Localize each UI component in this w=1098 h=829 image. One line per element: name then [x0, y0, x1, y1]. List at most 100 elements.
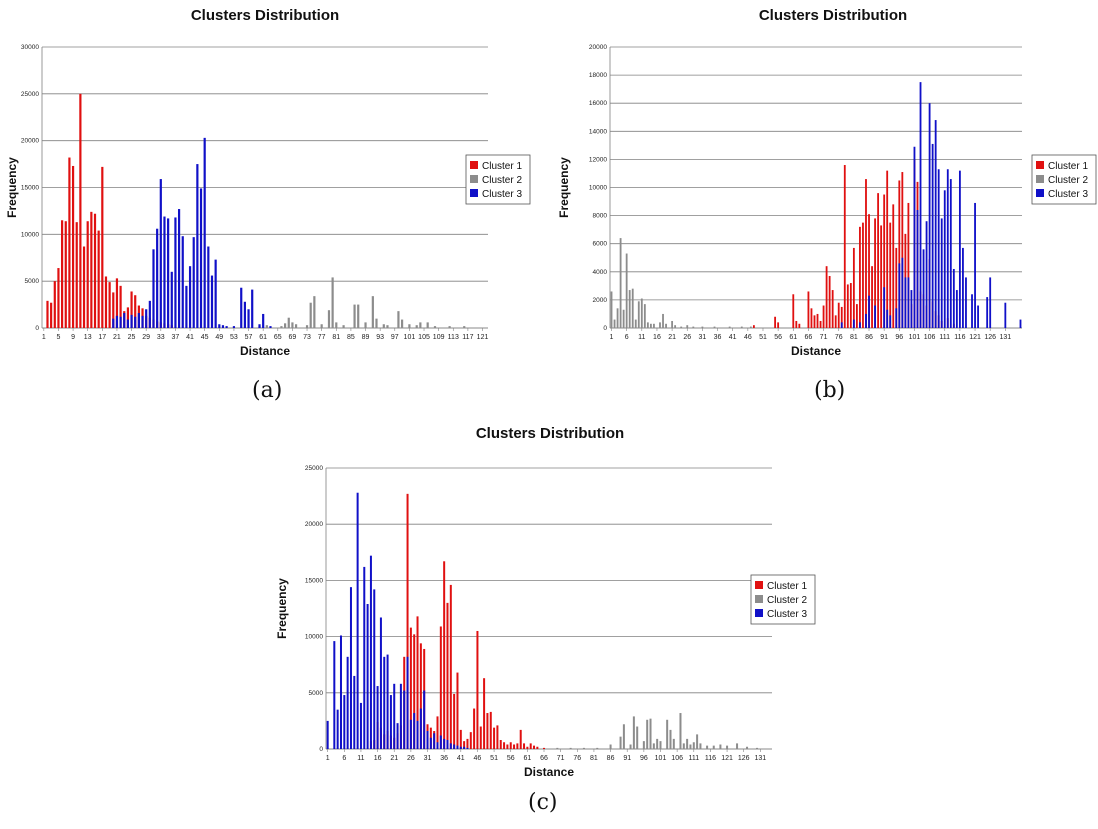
chart-panel-b: Clusters Distribution 0 2000 4000 6000 8000 10…	[552, 0, 1098, 372]
x-tick-label: 56	[774, 334, 782, 341]
bar	[225, 326, 228, 328]
bar	[406, 656, 409, 749]
bar	[214, 259, 217, 328]
x-tick-label: 86	[607, 755, 615, 762]
bar	[243, 301, 246, 328]
bar	[503, 742, 506, 749]
y-axis-label: Frequency	[5, 157, 19, 218]
bar	[910, 290, 913, 328]
bar	[696, 734, 699, 749]
bar	[86, 221, 89, 328]
legend-label: Cluster 2	[1048, 175, 1088, 186]
bar	[93, 213, 97, 328]
bar	[907, 277, 910, 328]
bar	[50, 302, 53, 328]
bar	[889, 222, 892, 329]
bar	[874, 218, 876, 328]
bar	[119, 285, 122, 328]
bar	[449, 743, 452, 749]
bar	[613, 319, 616, 328]
x-tick-label: 36	[440, 755, 448, 762]
legend-swatch	[755, 595, 763, 603]
x-tick-label: 57	[245, 334, 253, 341]
bar	[828, 276, 831, 328]
y-tick-label: 16000	[589, 100, 607, 107]
bar	[409, 627, 412, 749]
bar	[232, 326, 236, 328]
bar	[409, 719, 412, 749]
legend-label: Cluster 3	[767, 609, 807, 620]
bar	[112, 318, 115, 328]
legend-label: Cluster 1	[482, 161, 522, 172]
legend-swatch	[1036, 161, 1044, 169]
bar	[443, 561, 446, 749]
bar	[336, 709, 339, 749]
bar	[931, 143, 934, 328]
bar	[640, 298, 643, 328]
bar	[616, 308, 619, 328]
chart-title: Clusters Distribution	[476, 425, 624, 442]
y-tick-label: 10000	[589, 185, 607, 192]
bar	[123, 313, 126, 328]
bar	[619, 736, 622, 749]
bar	[859, 322, 861, 328]
bar	[649, 323, 652, 328]
bar	[408, 324, 411, 328]
bar	[115, 278, 119, 328]
series-2	[556, 713, 759, 749]
bar	[971, 294, 973, 328]
bar	[629, 744, 632, 749]
x-tick-label: 16	[374, 755, 382, 762]
bar	[386, 654, 389, 749]
bar	[1019, 319, 1022, 328]
x-tick-label: 116	[954, 334, 965, 341]
bar	[148, 300, 151, 328]
bar	[446, 740, 449, 749]
bar	[846, 284, 849, 328]
x-tick-label: 106	[924, 334, 936, 341]
bar	[686, 325, 689, 328]
bar	[486, 713, 489, 749]
x-tick-label: 71	[820, 334, 828, 341]
bar	[305, 325, 309, 328]
series-3	[840, 82, 1022, 329]
bar	[145, 309, 148, 328]
x-tick-label: 126	[738, 755, 750, 762]
bar	[825, 266, 828, 328]
x-tick-label: 93	[376, 334, 384, 341]
bar	[119, 316, 122, 328]
x-tick-label: 41	[186, 334, 194, 341]
bar	[822, 305, 825, 328]
bar	[649, 718, 652, 749]
bar	[449, 584, 452, 749]
bar	[886, 170, 889, 328]
x-tick-label: 16	[653, 334, 661, 341]
bar	[453, 744, 456, 749]
x-tick-label: 101	[909, 334, 921, 341]
bar	[653, 323, 655, 328]
y-tick-label: 14000	[589, 128, 607, 135]
bar	[375, 318, 378, 328]
bar	[569, 747, 572, 749]
bar	[479, 726, 482, 749]
bar	[634, 319, 637, 328]
x-tick-label: 56	[507, 755, 515, 762]
bar	[752, 325, 755, 328]
x-tick-label: 89	[362, 334, 370, 341]
bar	[335, 322, 338, 328]
bar	[619, 238, 622, 328]
x-tick-label: 113	[448, 334, 459, 341]
bar	[898, 263, 901, 328]
x-axis-label: Distance	[791, 344, 841, 358]
bar	[728, 326, 731, 328]
bar	[346, 656, 349, 749]
bar	[265, 325, 268, 328]
bar	[353, 304, 356, 328]
x-tick-label: 51	[490, 755, 498, 762]
bar	[907, 202, 910, 328]
bar	[868, 214, 870, 328]
bar	[463, 326, 466, 328]
bar	[819, 320, 822, 328]
bar	[326, 720, 329, 749]
bar	[459, 729, 462, 749]
